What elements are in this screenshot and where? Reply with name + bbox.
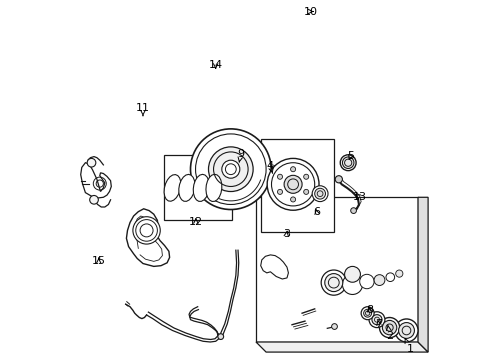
Circle shape	[373, 275, 384, 285]
Circle shape	[379, 318, 399, 338]
Text: 6: 6	[312, 207, 319, 217]
Polygon shape	[126, 209, 169, 266]
Polygon shape	[205, 174, 222, 202]
Circle shape	[277, 174, 282, 179]
Circle shape	[324, 274, 342, 292]
Circle shape	[344, 266, 360, 282]
Circle shape	[190, 129, 270, 210]
Text: 14: 14	[208, 60, 223, 70]
Text: 3: 3	[283, 229, 289, 239]
Circle shape	[303, 174, 308, 179]
Text: 5: 5	[346, 150, 353, 161]
Bar	[163, 155, 231, 220]
Circle shape	[89, 195, 98, 204]
Circle shape	[290, 197, 295, 202]
Circle shape	[398, 323, 413, 338]
Polygon shape	[260, 255, 288, 279]
Polygon shape	[256, 342, 427, 352]
Text: 13: 13	[352, 192, 366, 202]
Circle shape	[394, 319, 417, 342]
Circle shape	[218, 334, 223, 339]
Circle shape	[382, 320, 396, 335]
Circle shape	[277, 189, 282, 194]
Circle shape	[208, 147, 253, 192]
Polygon shape	[193, 174, 209, 201]
Circle shape	[361, 307, 373, 320]
Bar	[261, 139, 333, 232]
Text: 2: 2	[385, 325, 392, 341]
Text: 9: 9	[237, 149, 244, 162]
Polygon shape	[164, 175, 181, 201]
Text: 11: 11	[136, 103, 150, 116]
Circle shape	[368, 312, 384, 328]
Circle shape	[359, 274, 373, 289]
Circle shape	[342, 157, 353, 168]
Circle shape	[342, 274, 362, 294]
Polygon shape	[81, 163, 111, 198]
Circle shape	[335, 176, 342, 183]
Bar	[256, 197, 417, 342]
Circle shape	[363, 309, 371, 317]
Circle shape	[321, 270, 346, 295]
Text: 15: 15	[92, 256, 105, 266]
Circle shape	[331, 324, 337, 329]
Text: 7: 7	[374, 319, 382, 329]
Text: 10: 10	[303, 6, 317, 17]
Polygon shape	[417, 197, 427, 352]
Circle shape	[371, 315, 381, 325]
Circle shape	[314, 188, 325, 199]
Text: 4: 4	[266, 161, 273, 174]
Circle shape	[290, 167, 295, 172]
Circle shape	[266, 158, 318, 210]
Circle shape	[311, 186, 327, 202]
Circle shape	[350, 208, 356, 213]
Circle shape	[222, 160, 239, 178]
Text: 12: 12	[188, 217, 203, 228]
Circle shape	[395, 270, 402, 277]
Text: 8: 8	[365, 305, 372, 315]
Text: 1: 1	[404, 338, 413, 354]
Circle shape	[133, 217, 160, 244]
Circle shape	[87, 158, 96, 167]
Polygon shape	[179, 174, 195, 201]
Circle shape	[385, 273, 394, 282]
Circle shape	[303, 189, 308, 194]
Circle shape	[340, 155, 355, 171]
Circle shape	[284, 175, 302, 193]
